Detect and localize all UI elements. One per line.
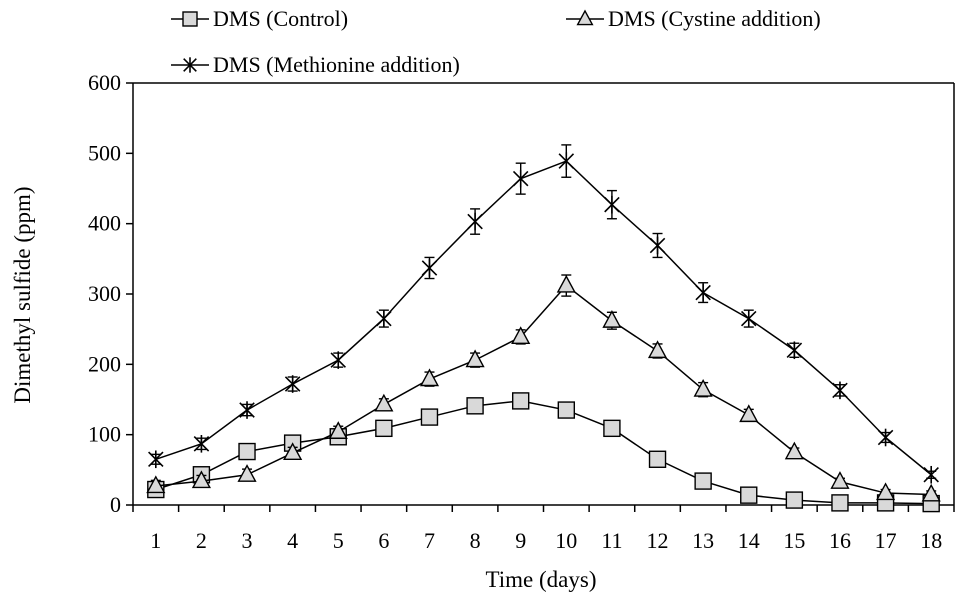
asterisk-marker — [239, 401, 255, 419]
square-marker — [466, 397, 484, 415]
asterisk-marker — [148, 450, 164, 469]
x-tick-label: 14 — [738, 528, 760, 553]
legend-item: DMS (Control) — [171, 6, 348, 31]
x-tick-label: 8 — [470, 528, 481, 553]
square-marker — [740, 486, 758, 504]
triangle-marker — [921, 483, 941, 502]
y-tick-label: 300 — [88, 281, 121, 306]
asterisk-marker — [740, 309, 757, 328]
square-marker — [420, 408, 439, 426]
y-tick-label: 100 — [88, 422, 121, 447]
triangle-marker — [283, 442, 303, 461]
asterisk-marker — [376, 309, 392, 328]
y-tick-label: 0 — [110, 492, 121, 517]
y-axis-title: Dimethyl sulfide (ppm) — [10, 186, 35, 403]
y-tick-label: 600 — [88, 70, 121, 95]
square-marker — [182, 11, 198, 27]
triangle-marker — [647, 340, 668, 359]
legend-label: DMS (Cystine addition) — [608, 6, 821, 31]
triangle-marker — [556, 274, 576, 293]
y-axis-ticks: 0 100 200 300 400 500 600 — [88, 70, 133, 517]
x-tick-label: 6 — [378, 528, 389, 553]
x-tick-label: 11 — [601, 528, 622, 553]
triangle-marker — [146, 475, 166, 494]
asterisk-marker — [786, 341, 803, 360]
asterisk-marker — [421, 259, 438, 277]
triangle-marker — [374, 393, 394, 412]
triangle-marker — [191, 470, 211, 489]
asterisk-marker — [193, 435, 210, 453]
square-marker — [238, 442, 256, 461]
square-marker — [694, 472, 712, 490]
x-tick-label: 17 — [875, 528, 897, 553]
asterisk-marker — [923, 465, 939, 484]
square-marker — [603, 419, 621, 438]
asterisk-marker — [558, 152, 575, 170]
series-triangle — [146, 274, 941, 502]
asterisk-marker — [512, 169, 529, 188]
triangle-marker — [739, 404, 759, 423]
x-axis-ticks: 1 2 3 4 5 6 7 8 9 10 11 12 13 14 15 16 17 18 — [132, 505, 955, 553]
y-tick-label: 200 — [88, 351, 121, 376]
legend: DMS (Control) DMS (Cystine addition) DMS (… — [171, 6, 821, 77]
asterisk-marker — [330, 351, 347, 369]
asterisk-marker — [877, 428, 894, 447]
legend-item: DMS (Methionine addition) — [171, 52, 460, 77]
x-tick-label: 12 — [647, 528, 669, 553]
triangle-marker — [328, 421, 348, 439]
triangle-marker — [237, 464, 257, 482]
y-tick-label: 500 — [88, 140, 121, 165]
triangle-marker — [830, 471, 850, 489]
asterisk-marker — [467, 212, 483, 231]
x-axis-title: Time (days) — [486, 567, 597, 592]
triangle-marker — [876, 482, 896, 501]
square-marker — [557, 401, 576, 419]
series-line — [155, 400, 932, 505]
x-tick-label: 7 — [424, 528, 435, 553]
square-marker — [831, 494, 849, 512]
square-marker — [785, 491, 804, 509]
triangle-marker — [419, 368, 440, 387]
square-marker — [511, 392, 530, 410]
x-tick-label: 16 — [829, 528, 851, 553]
triangle-marker — [693, 378, 713, 397]
series-asterisk — [148, 144, 939, 484]
triangle-marker — [784, 441, 804, 460]
triangle-marker — [602, 310, 622, 328]
legend-label: DMS (Methionine addition) — [213, 52, 460, 77]
asterisk-marker — [183, 57, 197, 73]
asterisk-marker — [695, 283, 711, 302]
series-line — [155, 160, 932, 476]
x-tick-label: 3 — [242, 528, 253, 553]
asterisk-marker — [604, 195, 620, 214]
x-tick-label: 1 — [150, 528, 161, 553]
square-marker — [375, 419, 393, 438]
x-tick-label: 5 — [333, 528, 344, 553]
series-layer — [146, 144, 941, 513]
asterisk-marker — [649, 236, 666, 255]
triangle-marker — [511, 326, 531, 345]
x-tick-label: 18 — [920, 528, 942, 553]
asterisk-marker — [832, 381, 848, 400]
x-tick-label: 9 — [515, 528, 526, 553]
x-tick-label: 4 — [287, 528, 298, 553]
triangle-marker — [465, 349, 485, 368]
square-marker — [648, 450, 667, 468]
x-tick-label: 10 — [555, 528, 577, 553]
x-tick-label: 2 — [196, 528, 207, 553]
legend-item: DMS (Cystine addition) — [566, 6, 821, 31]
series-square — [147, 392, 940, 513]
legend-label: DMS (Control) — [213, 6, 348, 31]
y-tick-label: 400 — [88, 211, 121, 236]
x-tick-label: 15 — [783, 528, 805, 553]
x-tick-label: 13 — [692, 528, 714, 553]
triangle-marker — [576, 9, 594, 26]
series-line — [155, 284, 932, 496]
asterisk-marker — [284, 375, 301, 393]
